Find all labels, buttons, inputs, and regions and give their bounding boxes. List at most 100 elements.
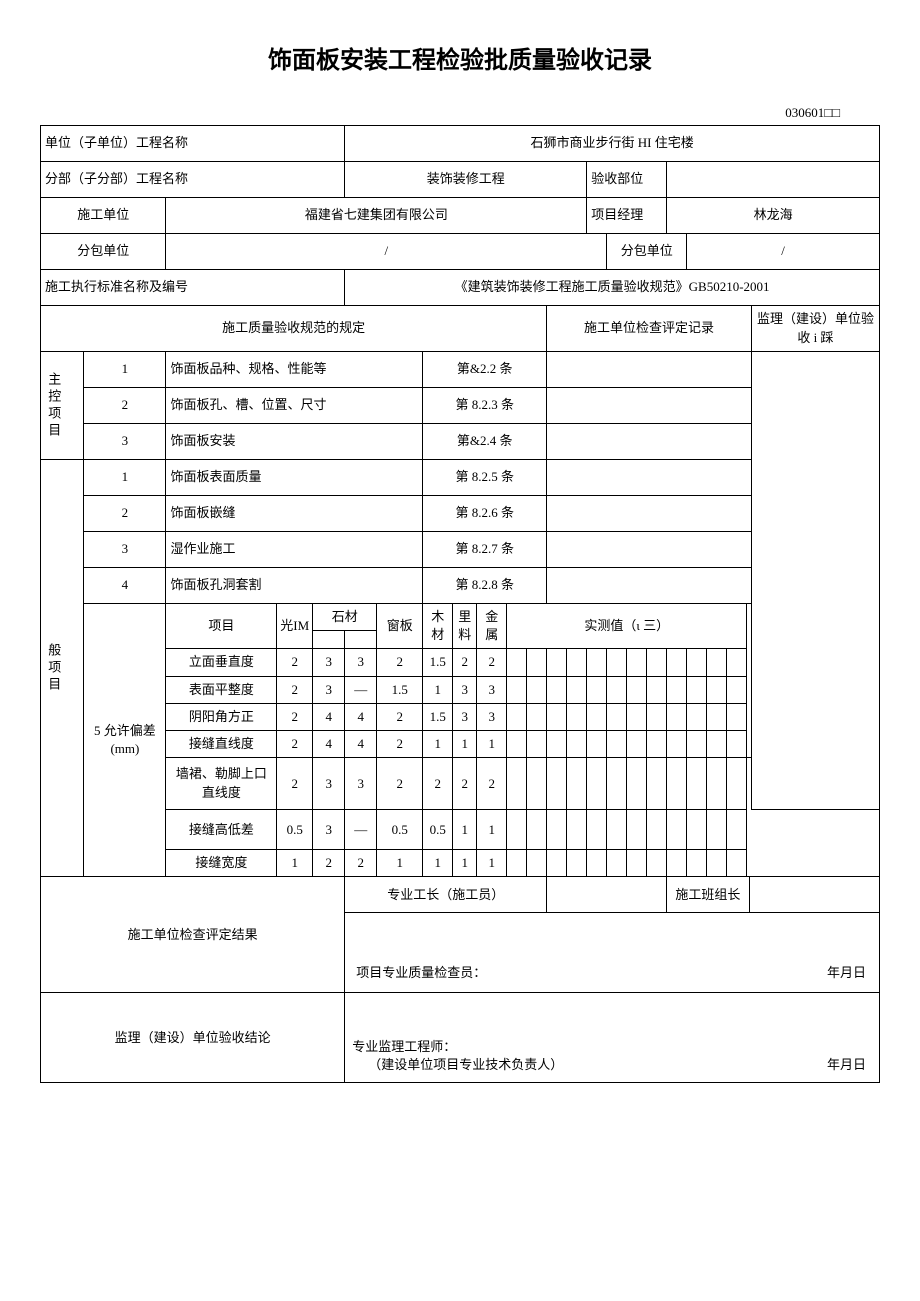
measured-cell xyxy=(727,703,747,730)
dev-val: 1 xyxy=(423,730,453,757)
row-no: 1 xyxy=(84,352,166,388)
measured-cell xyxy=(707,810,727,850)
check-record-header: 施工单位检查评定记录 xyxy=(547,306,752,352)
measured-cell xyxy=(627,810,647,850)
measured-cell xyxy=(587,649,607,676)
measured-cell xyxy=(667,758,687,810)
doc-number: 030601□□ xyxy=(40,105,880,121)
dev-wood: 木材 xyxy=(423,604,453,649)
supervision-cell-lower xyxy=(747,758,880,877)
dev-val: 3 xyxy=(313,810,345,850)
measured-cell xyxy=(687,758,707,810)
measured-cell xyxy=(627,703,647,730)
unit-project-value: 石狮市商业步行街 HI 住宅楼 xyxy=(345,126,880,162)
row-no: 2 xyxy=(84,388,166,424)
dev-val: 2 xyxy=(313,850,345,877)
row-clause: 第 8.2.5 条 xyxy=(423,460,547,496)
dev-val: 1 xyxy=(477,730,507,757)
row-clause: 第 8.2.6 条 xyxy=(423,496,547,532)
measured-cell xyxy=(647,703,667,730)
dev-stone-sub2 xyxy=(345,631,377,649)
measured-cell xyxy=(527,850,547,877)
measured-cell xyxy=(667,850,687,877)
measured-cell xyxy=(547,703,567,730)
main-section-label: 主控项目 xyxy=(41,352,84,460)
dev-val: 2 xyxy=(345,850,377,877)
dev-val: 4 xyxy=(345,730,377,757)
dev-val: 1 xyxy=(423,676,453,703)
measured-cell xyxy=(627,758,647,810)
dev-val: 0.5 xyxy=(423,810,453,850)
measured-cell xyxy=(707,730,727,757)
dev-val: 2 xyxy=(377,758,423,810)
date-label: 年月日 xyxy=(827,964,866,982)
measured-cell xyxy=(667,676,687,703)
dev-metal: 金属 xyxy=(477,604,507,649)
check-cell xyxy=(547,424,752,460)
construction-unit-label: 施工单位 xyxy=(41,198,166,234)
measured-cell xyxy=(567,850,587,877)
measured-cell xyxy=(587,758,607,810)
supervision-result-label: 监理（建设）单位验收结论 xyxy=(41,993,345,1083)
measured-cell xyxy=(667,703,687,730)
measured-cell xyxy=(647,649,667,676)
measured-cell xyxy=(607,810,627,850)
standard-label: 施工执行标准名称及编号 xyxy=(41,270,345,306)
dev-val: 4 xyxy=(313,730,345,757)
measured-cell xyxy=(587,676,607,703)
row-item: 湿作业施工 xyxy=(166,532,423,568)
row-clause: 第&2.4 条 xyxy=(423,424,547,460)
standard-value: 《建筑装饰装修工程施工质量验收规范》GB50210-2001 xyxy=(345,270,880,306)
date-label: 年月日 xyxy=(827,1056,866,1074)
measured-cell xyxy=(707,676,727,703)
measured-cell xyxy=(587,703,607,730)
dev-val: 2 xyxy=(277,730,313,757)
construction-unit-value: 福建省七建集团有限公司 xyxy=(166,198,587,234)
measured-cell xyxy=(567,703,587,730)
inspector-row: 项目专业质量检查员： 年月日 xyxy=(345,913,880,993)
measured-cell xyxy=(707,758,727,810)
measured-cell xyxy=(607,758,627,810)
dev-val: 0.5 xyxy=(277,810,313,850)
spec-header: 施工质量验收规范的规定 xyxy=(41,306,547,352)
row-clause: 第&2.2 条 xyxy=(423,352,547,388)
general-section-label: 般项目 xyxy=(41,460,84,877)
measured-cell xyxy=(687,810,707,850)
dev-val: 3 xyxy=(313,758,345,810)
dev-val: 4 xyxy=(313,703,345,730)
measured-cell xyxy=(687,676,707,703)
measured-cell xyxy=(687,730,707,757)
measured-cell xyxy=(547,810,567,850)
dev-row-name: 立面垂直度 xyxy=(166,649,277,676)
engineer-label: 专业监理工程师： xyxy=(348,1038,876,1056)
measured-cell xyxy=(647,810,667,850)
row-no: 3 xyxy=(84,424,166,460)
page-title: 饰面板安装工程检验批质量验收记录 xyxy=(40,40,880,75)
check-cell xyxy=(547,352,752,388)
dev-val: 2 xyxy=(377,703,423,730)
measured-cell xyxy=(647,850,667,877)
dev-row-name: 接缝宽度 xyxy=(166,850,277,877)
measured-cell xyxy=(547,850,567,877)
dev-stone-sub1 xyxy=(313,631,345,649)
row-item: 饰面板嵌缝 xyxy=(166,496,423,532)
dev-val: 2 xyxy=(453,758,477,810)
measured-cell xyxy=(527,758,547,810)
measured-cell xyxy=(727,730,747,757)
tech-lead-label: （建设单位项目专业技术负责人） xyxy=(368,1056,563,1074)
supervision-cell xyxy=(751,352,879,810)
measured-cell xyxy=(727,850,747,877)
dev-item-header: 项目 xyxy=(166,604,277,649)
subcontract-unit2-value: / xyxy=(687,234,880,270)
project-manager-value: 林龙海 xyxy=(667,198,880,234)
check-cell xyxy=(547,532,752,568)
subcontract-unit-value: / xyxy=(166,234,607,270)
measured-cell xyxy=(667,810,687,850)
deviation-no: 5 允许偏差(mm) xyxy=(84,604,166,877)
dev-val: 2 xyxy=(423,758,453,810)
dev-val: 3 xyxy=(345,758,377,810)
measured-cell xyxy=(527,810,547,850)
team-leader-label: 施工班组长 xyxy=(667,877,749,913)
dev-val: 1.5 xyxy=(423,703,453,730)
dev-val: 2 xyxy=(377,649,423,676)
